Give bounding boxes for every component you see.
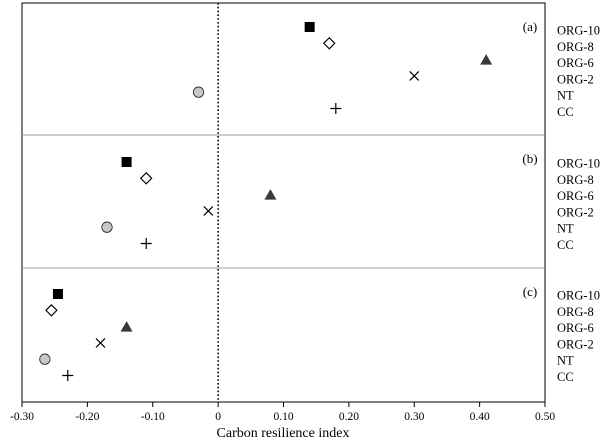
x-tick-label: -0.10 (141, 411, 165, 423)
category-label: ORG-6 (557, 321, 594, 335)
panel-label: (c) (523, 284, 537, 299)
marker-filled-square (52, 289, 63, 299)
category-label: ORG-10 (557, 289, 600, 303)
marker-open-diamond (45, 304, 58, 317)
x-tick-label: -0.20 (75, 411, 99, 423)
marker-filled-square (304, 22, 315, 32)
category-label: ORG-6 (557, 56, 594, 70)
x-tick-label: 0.40 (470, 411, 490, 423)
marker-cross-x (203, 205, 214, 216)
x-tick-label: 0.30 (404, 411, 424, 423)
category-label: ORG-2 (557, 337, 594, 351)
marker-plus (140, 238, 152, 249)
x-tick-label: 0.10 (273, 411, 293, 423)
category-label: CC (557, 105, 574, 119)
panel-label: (b) (522, 151, 537, 166)
marker-filled-triangle (480, 54, 493, 65)
category-label: NT (557, 354, 574, 368)
category-label: CC (557, 370, 574, 384)
marker-open-diamond (139, 172, 153, 185)
x-tick-label: 0.50 (535, 411, 555, 423)
panel-a: (a) ORG-10 ORG-8 ORG-6 ORG-2 NT CC (192, 19, 600, 119)
marker-plus (62, 370, 74, 381)
marker-gray-circle (39, 353, 51, 365)
marker-gray-circle (192, 86, 205, 98)
panel-b: (b) ORG-10 ORG-8 ORG-6 ORG-2 NT CC (101, 151, 600, 252)
x-axis-title: Carbon resilience index (217, 426, 350, 441)
category-label: ORG-10 (557, 24, 600, 38)
marker-cross-x (95, 337, 106, 348)
category-label: ORG-10 (557, 157, 600, 171)
marker-filled-triangle (120, 321, 133, 332)
category-label: ORG-8 (557, 173, 594, 187)
category-label: ORG-2 (557, 205, 594, 219)
marker-filled-square (121, 157, 132, 167)
x-tick-label: -0.30 (10, 411, 34, 423)
category-label: ORG-8 (557, 305, 594, 319)
category-label: ORG-6 (557, 189, 594, 203)
category-label: ORG-8 (557, 40, 594, 54)
panel-label: (a) (523, 19, 537, 34)
marker-cross-x (409, 70, 420, 81)
marker-filled-triangle (264, 189, 277, 200)
x-tick-label: 0.20 (339, 411, 359, 423)
marker-plus (330, 103, 342, 114)
category-label: NT (557, 89, 574, 103)
panel-c: (c) ORG-10 ORG-8 ORG-6 ORG-2 NT CC (39, 284, 600, 384)
x-tick-label: 0 (215, 411, 221, 423)
marker-open-diamond (322, 37, 336, 50)
category-label: ORG-2 (557, 72, 594, 86)
category-label: CC (557, 238, 574, 252)
marker-gray-circle (101, 221, 113, 233)
category-label: NT (557, 222, 574, 236)
